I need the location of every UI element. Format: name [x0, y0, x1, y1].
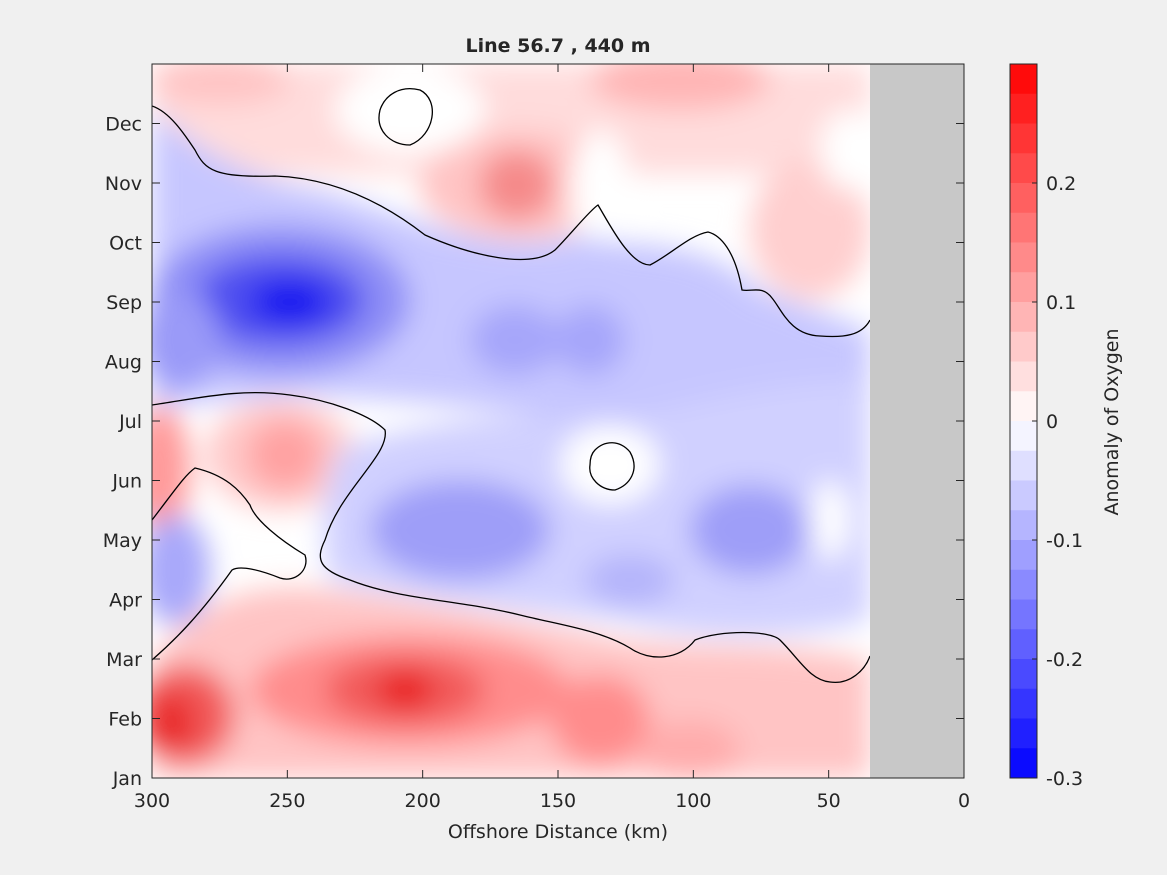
colorbar-level [1010, 302, 1037, 333]
colorbar-level [1010, 391, 1037, 422]
colorbar-level [1010, 242, 1037, 273]
colorbar-level [1010, 480, 1037, 511]
y-tick-label: Jul [118, 411, 142, 433]
x-tick-label: 100 [675, 790, 711, 812]
x-tick-label: 200 [405, 790, 441, 812]
x-tick-label: 50 [817, 790, 841, 812]
contour-field [152, 64, 870, 778]
x-tick-label: 150 [540, 790, 576, 812]
y-tick-label: Aug [105, 352, 142, 374]
x-axis-label: Offshore Distance (km) [448, 821, 668, 843]
x-tick-label: 250 [269, 790, 305, 812]
colorbar-level [1010, 421, 1037, 452]
colorbar-ticks: 0.2 0.1 0 -0.1 -0.2 -0.3 [1032, 173, 1083, 790]
colorbar-tick-label: -0.2 [1046, 649, 1083, 671]
x-tick-label: 0 [958, 790, 970, 812]
colorbar-level [1010, 331, 1037, 362]
chart-title: Line 56.7 , 440 m [465, 35, 650, 57]
colorbar-level [1010, 93, 1037, 124]
colorbar-level [1010, 183, 1037, 214]
y-tick-label: Oct [109, 233, 142, 255]
y-tick-label: Feb [108, 709, 142, 731]
colorbar-level [1010, 272, 1037, 303]
colorbar-level [1010, 153, 1037, 184]
no-data-region [870, 64, 964, 778]
colorbar-level [1010, 629, 1037, 660]
y-tick-label: Dec [105, 114, 142, 136]
colorbar-level [1010, 212, 1037, 243]
colorbar-tick-label: -0.1 [1046, 530, 1083, 552]
colorbar [1009, 63, 1038, 779]
colorbar-tick-label: -0.3 [1046, 768, 1083, 790]
colorbar-level [1010, 450, 1037, 481]
colorbar-level [1010, 361, 1037, 392]
colorbar-label: Anomaly of Oxygen [1101, 329, 1123, 516]
colorbar-level [1010, 510, 1037, 541]
colorbar-tick-label: 0.2 [1046, 173, 1076, 195]
y-tick-label: May [103, 530, 142, 552]
colorbar-level [1010, 688, 1037, 719]
colorbar-level [1010, 659, 1037, 690]
colorbar-level [1010, 540, 1037, 571]
colorbar-level [1010, 599, 1037, 630]
x-axis-ticks: 300 250 200 150 100 50 0 [134, 64, 970, 812]
y-tick-label: Nov [105, 173, 142, 195]
y-tick-label: Jan [112, 768, 142, 790]
zero-contour-lines [152, 88, 870, 683]
y-tick-label: Apr [109, 590, 142, 612]
y-tick-label: Mar [106, 649, 142, 671]
colorbar-level [1010, 748, 1037, 779]
colorbar-level [1010, 123, 1037, 154]
colorbar-tick-label: 0.1 [1046, 292, 1076, 314]
y-tick-label: Sep [106, 292, 142, 314]
colorbar-level [1010, 718, 1037, 749]
y-axis-ticks: Jan Feb Mar Apr May Jun Jul Aug Sep Oct Nov Dec [103, 114, 964, 790]
y-tick-label: Jun [111, 471, 142, 493]
colorbar-level [1010, 569, 1037, 600]
x-tick-label: 300 [134, 790, 170, 812]
colorbar-level [1010, 64, 1037, 95]
colorbar-tick-label: 0 [1046, 411, 1058, 433]
